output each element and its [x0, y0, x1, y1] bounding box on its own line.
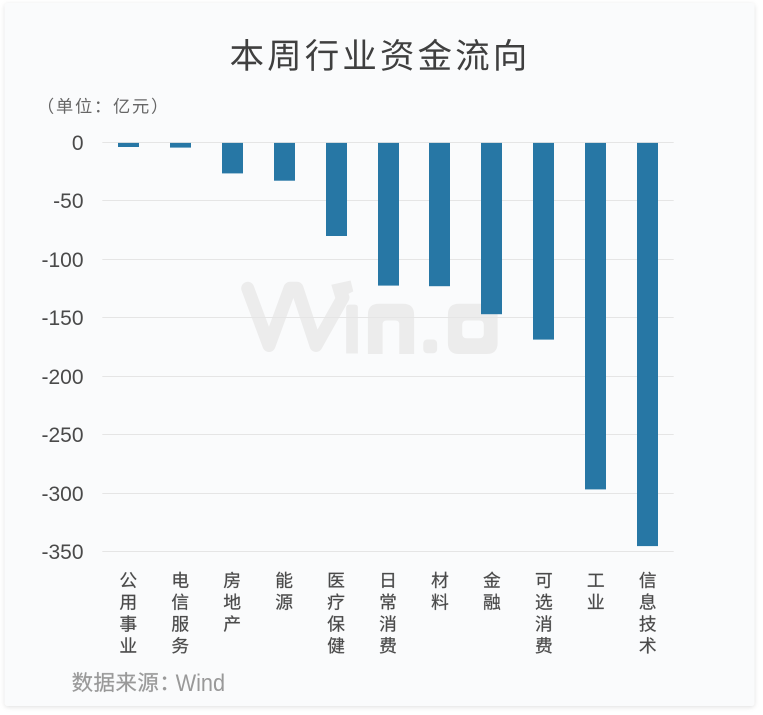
svg-text:0: 0 — [72, 132, 84, 155]
svg-text:-200: -200 — [41, 366, 83, 389]
svg-text:-50: -50 — [53, 190, 83, 213]
svg-text:Wind: Wind — [176, 670, 226, 697]
svg-text:-350: -350 — [41, 541, 83, 564]
svg-text:-150: -150 — [41, 307, 83, 330]
svg-text:-300: -300 — [41, 483, 83, 506]
svg-text:-250: -250 — [41, 424, 83, 447]
svg-text:-100: -100 — [41, 249, 83, 272]
